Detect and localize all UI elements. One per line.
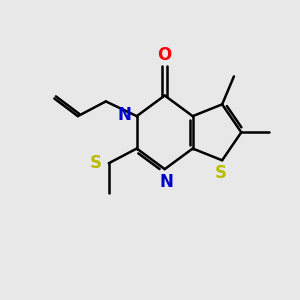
- Text: N: N: [118, 106, 131, 124]
- Text: O: O: [158, 46, 172, 64]
- Text: N: N: [159, 173, 173, 191]
- Text: S: S: [89, 154, 101, 172]
- Text: S: S: [215, 164, 227, 182]
